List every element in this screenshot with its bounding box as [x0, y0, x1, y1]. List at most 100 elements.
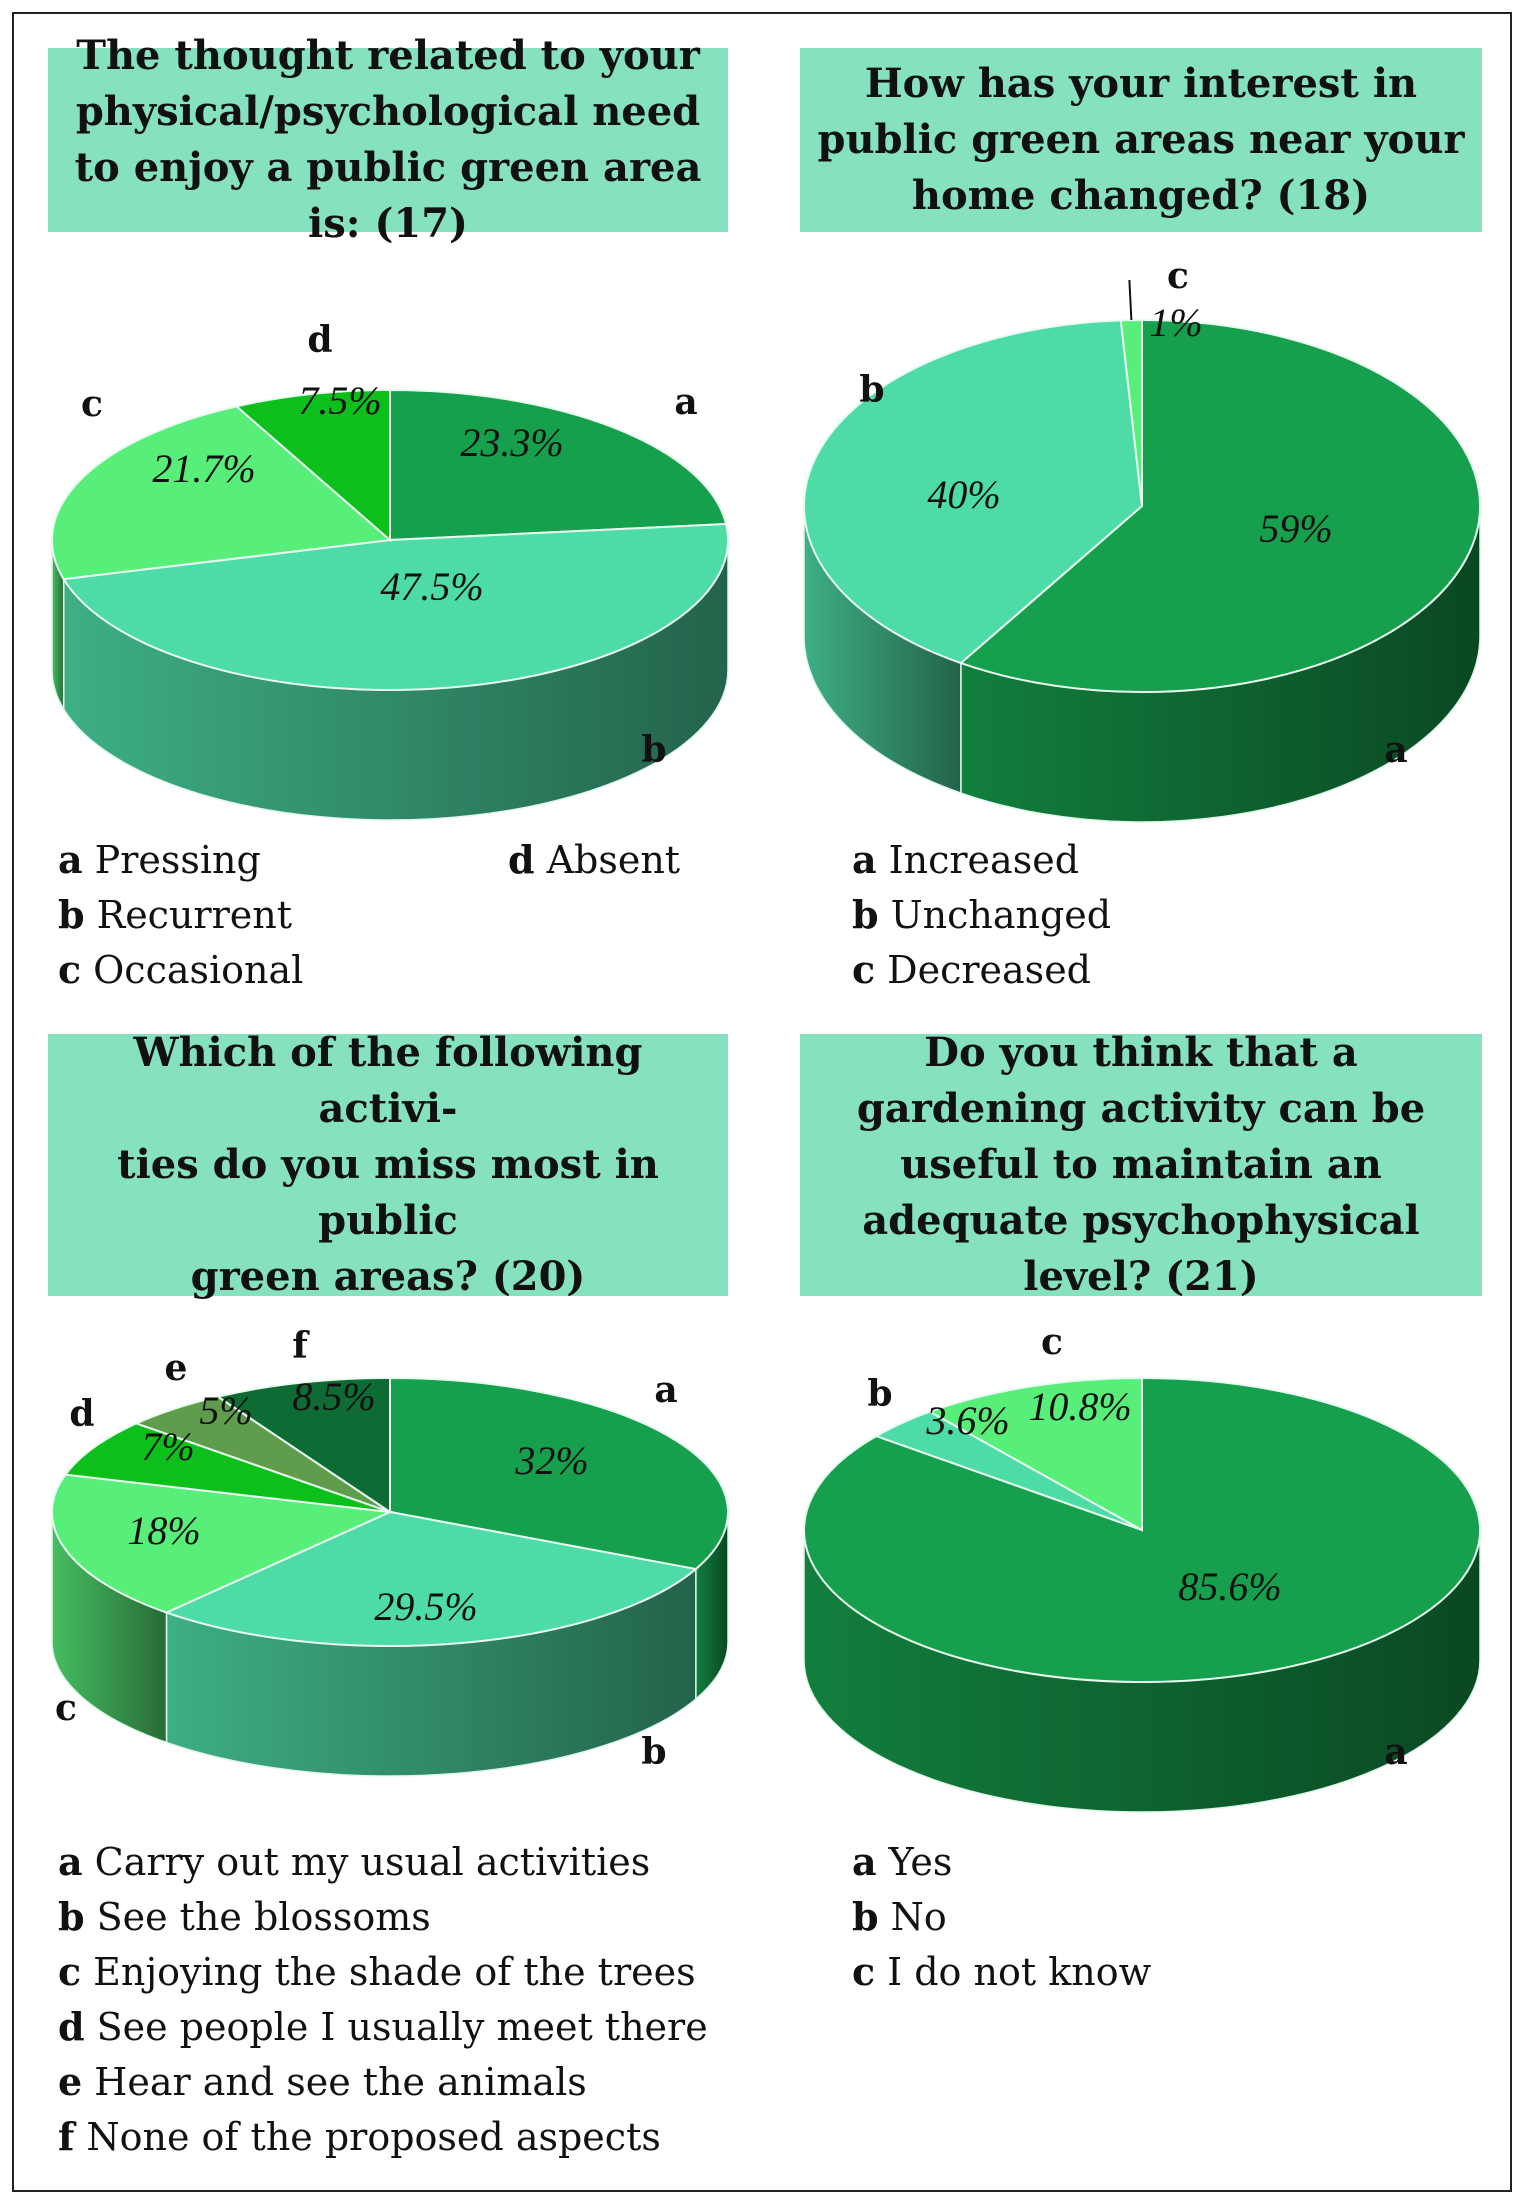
data-label-b: 47.5%	[380, 564, 483, 609]
legend-key: a	[58, 1839, 83, 1884]
data-label-a: 23.3%	[460, 420, 563, 465]
pie-slice-b	[62, 522, 729, 691]
slice-key-b: b	[641, 729, 666, 771]
legend-label: Increased	[888, 838, 1080, 882]
legend-label: Unchanged	[890, 893, 1112, 937]
pie-slice-d	[63, 1422, 391, 1513]
chart-title-21-text: Do you think that a gardening activity c…	[856, 1029, 1426, 1300]
data-label-a: 32%	[514, 1438, 588, 1483]
legend-label: Pressing	[94, 838, 261, 882]
chart-title-18-text: How has your interest in public green ar…	[817, 60, 1465, 219]
data-label-c: 21.7%	[152, 446, 255, 491]
slice-key-b: b	[859, 369, 884, 411]
legend-label: I do not know	[887, 1950, 1152, 1994]
pie-slice-a	[389, 1376, 729, 1571]
data-label-f: 8.5%	[292, 1374, 375, 1419]
data-label-b: 40%	[927, 472, 1000, 517]
legend-key: a	[852, 1839, 877, 1884]
legend-key: a	[852, 837, 877, 882]
leader-line	[1128, 280, 1133, 321]
legend-label: Carry out my usual activities	[94, 1840, 651, 1884]
pie-slice-c	[927, 1376, 1143, 1532]
legend-label: See people I usually meet there	[96, 2005, 708, 2049]
legend-item: a Increased	[852, 832, 1111, 887]
slice-key-a: a	[1384, 729, 1407, 771]
chart-title-20-line-3: green areas? (20)	[190, 1253, 586, 1300]
legend-item: d See people I usually meet there	[58, 1999, 708, 2054]
legend-key: c	[58, 1949, 82, 1994]
legend-label: None of the proposed aspects	[86, 2115, 661, 2159]
data-label-e: 5%	[199, 1388, 252, 1433]
slice-key-c: c	[55, 1687, 77, 1729]
data-label-c: 18%	[127, 1508, 200, 1553]
legend-item: e Hear and see the animals	[58, 2054, 708, 2109]
legend-item: c Occasional	[58, 942, 303, 997]
pie-slice-b	[163, 1510, 699, 1647]
slice-key-a: a	[654, 1369, 677, 1411]
slice-key-c: c	[1041, 1321, 1063, 1363]
legend-key: b	[852, 892, 879, 937]
pie-chart-3: 85.6% 3.6% 10.8% a b c	[803, 1321, 1481, 1813]
chart-title-20-text: Which of the following activi- ties do y…	[58, 1025, 718, 1305]
data-label-d: 7.5%	[298, 378, 381, 423]
chart-title-20: Which of the following activi- ties do y…	[48, 1029, 728, 1300]
legend-key: e	[58, 2059, 83, 2104]
slice-key-f: f	[292, 1325, 310, 1367]
legend-item: f None of the proposed aspects	[58, 2109, 708, 2164]
legend-label: Hear and see the animals	[94, 2060, 587, 2104]
slice-key-d: d	[69, 1393, 94, 1435]
data-label-c: 1%	[1149, 300, 1202, 345]
legend-key: a	[58, 837, 83, 882]
legend-item: b Unchanged	[852, 887, 1111, 942]
legend-item: a Carry out my usual activities	[58, 1834, 708, 1889]
legend-item: b See the blossoms	[58, 1889, 708, 1944]
legend-key: d	[58, 2004, 85, 2049]
data-label-b: 3.6%	[925, 1398, 1009, 1443]
slice-key-c: c	[81, 383, 103, 425]
slice-key-b: b	[867, 1373, 892, 1415]
legend-item: b No	[852, 1889, 1151, 1944]
legend-key: c	[58, 947, 82, 992]
pie-slice-c	[51, 405, 393, 581]
slice-key-d: d	[307, 319, 332, 361]
pie-chart-2: 32% 29.5% 18% 7%5% 8.5% a b c d e f	[51, 1325, 729, 1777]
data-label-b: 29.5%	[374, 1584, 477, 1629]
slice-key-c: c	[1167, 255, 1189, 297]
figure-frame	[12, 12, 1512, 2192]
chart-title-17-text: The thought related to your physical/psy…	[74, 32, 702, 247]
data-label-c: 10.8%	[1028, 1384, 1131, 1429]
chart-title-17: The thought related to your physical/psy…	[48, 32, 728, 247]
legend-key: d	[508, 837, 535, 882]
chart-title-20-line-1: Which of the following activi-	[133, 1029, 643, 1132]
data-label-a: 85.6%	[1178, 1564, 1281, 1609]
pie-slice-c	[51, 1473, 394, 1614]
legend-18: a Increased b Unchanged c Decreased	[852, 832, 1111, 997]
pie-slice-d	[234, 388, 391, 543]
legend-key: b	[58, 892, 85, 937]
legend-item: c Decreased	[852, 942, 1111, 997]
legend-17-col2: d Absent	[508, 832, 680, 887]
data-label-a: 59%	[1259, 506, 1332, 551]
legend-item: a Pressing	[58, 832, 303, 887]
legend-17: a Pressing b Recurrent c Occasional	[58, 832, 303, 997]
slice-key-a: a	[1384, 1731, 1407, 1773]
legend-label: See the blossoms	[96, 1895, 431, 1939]
legend-item: b Recurrent	[58, 887, 303, 942]
pie-slice-c	[1119, 318, 1143, 507]
legend-key: c	[852, 947, 876, 992]
data-label-d: 7%	[141, 1424, 194, 1469]
pie-slice-b	[803, 319, 1144, 665]
slice-key-a: a	[674, 381, 697, 423]
legend-label: Yes	[888, 1840, 953, 1884]
legend-key: c	[852, 1949, 876, 1994]
chart-title-21: Do you think that a gardening activity c…	[800, 1029, 1482, 1300]
pie-slice-a	[958, 318, 1481, 693]
slice-key-e: e	[165, 1347, 188, 1389]
legend-label: No	[890, 1895, 947, 1939]
legend-label: Occasional	[93, 948, 304, 992]
legend-item: d Absent	[508, 832, 680, 887]
legend-label: Recurrent	[96, 893, 292, 937]
legend-item: c Enjoying the shade of the trees	[58, 1944, 708, 1999]
